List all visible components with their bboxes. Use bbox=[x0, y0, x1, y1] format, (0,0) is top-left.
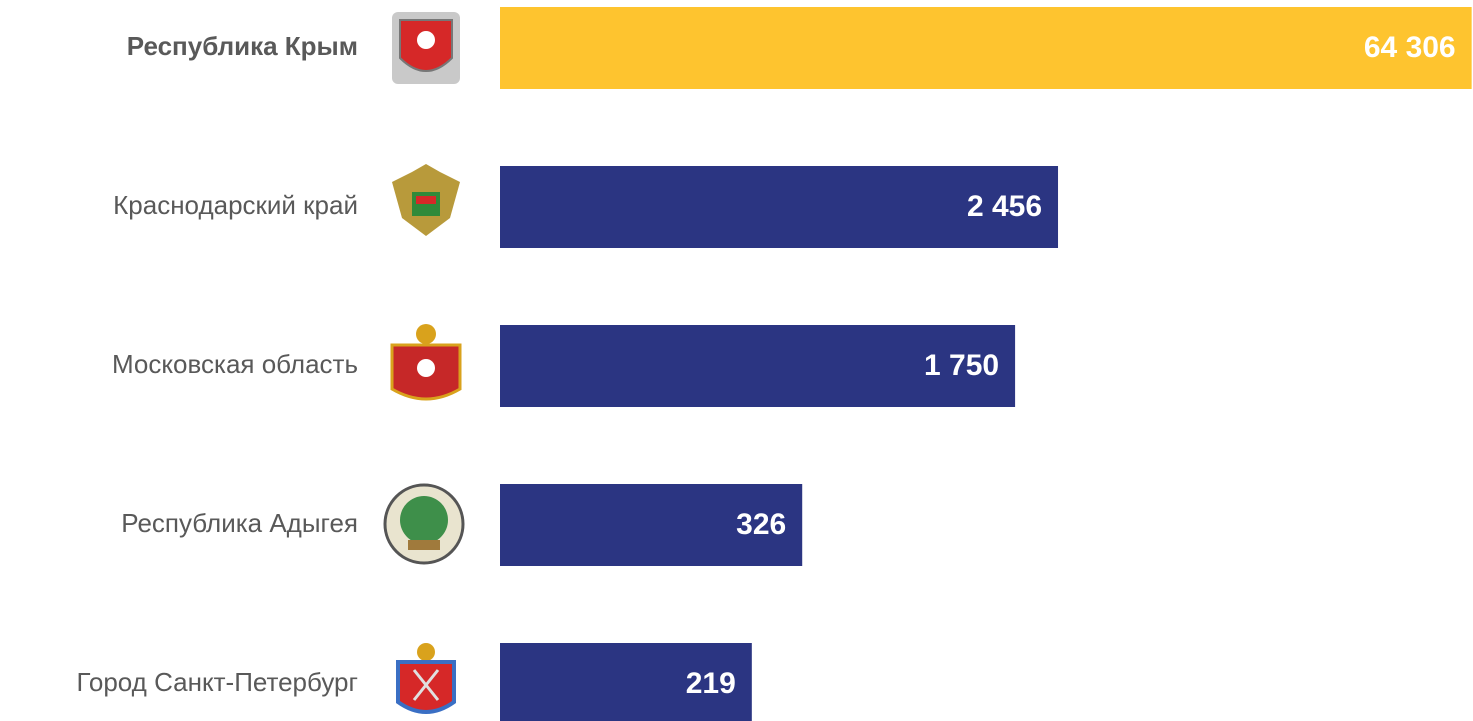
emblems bbox=[383, 12, 465, 714]
category-label: Город Санкт-Петербург bbox=[77, 667, 358, 697]
bar bbox=[500, 7, 1472, 89]
value-label: 1 750 bbox=[924, 349, 999, 382]
bar bbox=[500, 643, 752, 721]
value-label: 2 456 bbox=[967, 190, 1042, 223]
emblem-moscow bbox=[390, 324, 462, 401]
emblem-adygea bbox=[383, 483, 465, 565]
value-label: 326 bbox=[736, 508, 786, 541]
emblem-crimea bbox=[392, 12, 460, 84]
bar bbox=[500, 166, 1059, 248]
value-label: 64 306 bbox=[1364, 31, 1456, 64]
category-label: Краснодарский край bbox=[113, 190, 358, 220]
category-label: Республика Адыгея bbox=[121, 508, 358, 538]
bar bbox=[500, 325, 1016, 407]
value-label: 219 bbox=[686, 667, 736, 700]
category-label: Республика Крым bbox=[127, 31, 358, 61]
emblem-krasnodar bbox=[392, 164, 460, 236]
emblem-spb bbox=[396, 643, 456, 714]
category-label: Московская область bbox=[112, 349, 358, 379]
bar bbox=[500, 484, 803, 566]
